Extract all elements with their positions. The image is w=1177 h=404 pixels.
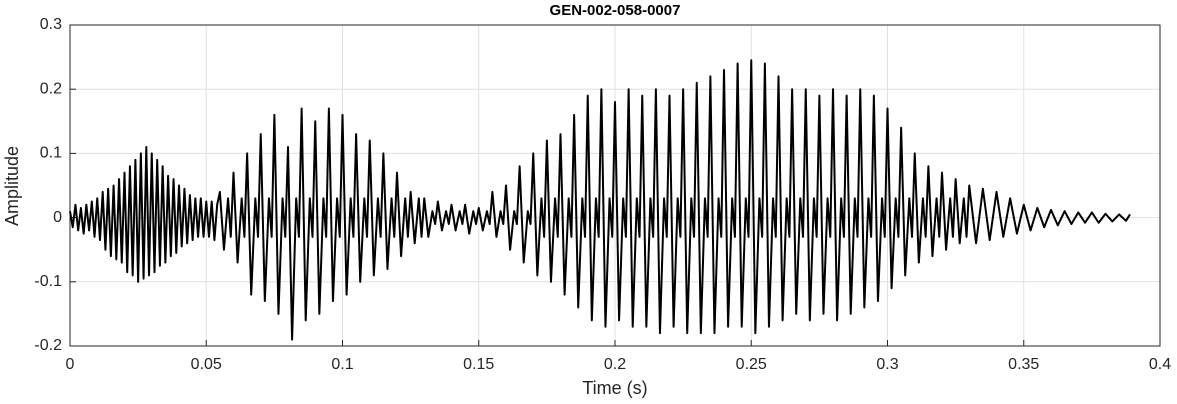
waveform-line (69, 59, 1131, 341)
x-tick-label: 0.2 (604, 356, 626, 373)
x-tick-label: 0.05 (191, 356, 222, 373)
plot-frame (69, 24, 1161, 347)
chart-title: GEN-002-058-0007 (550, 2, 681, 19)
y-axis-label: Amplitude (2, 146, 22, 226)
x-tick-label: 0.3 (876, 356, 898, 373)
y-tick-label: 0.2 (40, 80, 62, 97)
x-tick-label: 0 (66, 356, 75, 373)
x-tick-label: 0.25 (736, 356, 767, 373)
y-tick-label: -0.1 (34, 273, 62, 290)
x-tick-label: 0.4 (1149, 356, 1171, 373)
x-axis-label: Time (s) (582, 378, 647, 398)
x-tick-label: 0.35 (1008, 356, 1039, 373)
x-tick-label: 0.15 (463, 356, 494, 373)
y-tick-label: 0.1 (40, 145, 62, 162)
y-tick-label: 0.3 (40, 16, 62, 33)
y-tick-label: -0.2 (34, 337, 62, 354)
y-tick-label: 0 (53, 209, 62, 226)
x-tick-label: 0.1 (331, 356, 353, 373)
